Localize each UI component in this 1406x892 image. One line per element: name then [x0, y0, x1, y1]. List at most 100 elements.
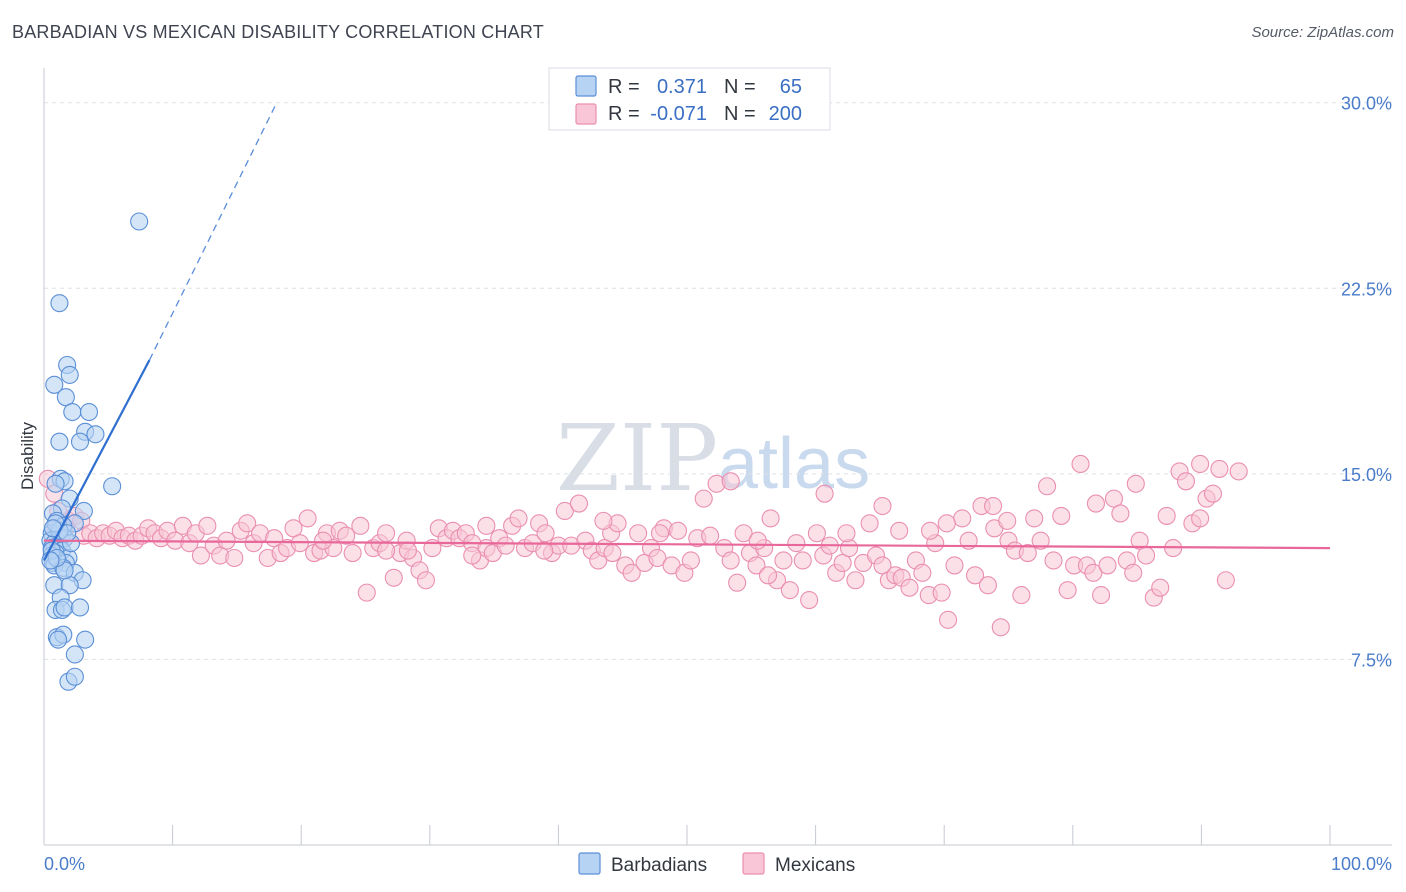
legend-swatch-barbadians	[575, 75, 597, 97]
legend-r-value-2: -0.071	[650, 103, 707, 125]
mexicans-point	[650, 524, 670, 543]
series-label-barbadians: Barbadians	[611, 855, 707, 876]
mexicans-point	[337, 526, 356, 545]
mexicans-point	[1111, 504, 1130, 523]
mexicans-point	[939, 610, 958, 629]
mexicans-point	[377, 524, 396, 543]
mexicans-point	[978, 576, 997, 595]
mexicans-point	[932, 583, 951, 602]
mexicans-point	[603, 543, 622, 563]
barbadians-trend-line	[43, 359, 151, 561]
source-credit: Source: ZipAtlas.com	[1251, 24, 1394, 41]
mexicans-point	[846, 571, 865, 590]
trend-lines	[43, 104, 1331, 561]
mexicans-point	[622, 563, 641, 582]
chart-title: BARBADIAN VS MEXICAN DISABILITY CORRELAT…	[12, 22, 544, 42]
series-legend: Barbadians Mexicans	[578, 852, 855, 876]
barbadians-point	[79, 402, 99, 422]
mexicans-point	[774, 551, 793, 570]
mexicans-point	[536, 524, 555, 543]
barbadians-point	[50, 432, 69, 451]
mexicans-point	[1176, 472, 1196, 491]
legend-r-label-2: R =	[608, 103, 640, 125]
barbadians-point	[70, 598, 90, 617]
mexicans-point	[535, 541, 554, 560]
mexicans-point	[1012, 586, 1031, 605]
barbadians-point	[76, 630, 95, 649]
barbadians-point	[130, 212, 149, 231]
barbadians-point	[65, 667, 84, 686]
mexicans-point	[594, 511, 613, 530]
mexicans-point	[569, 494, 589, 513]
mexicans-point	[477, 516, 496, 535]
mexicans-point	[463, 546, 482, 565]
mexicans-point	[238, 514, 257, 533]
mexicans-point	[747, 556, 766, 575]
mexicans-point	[937, 514, 956, 533]
mexicans-point	[351, 516, 370, 535]
mexicans-point	[761, 509, 780, 528]
watermark-atlas: atlas	[718, 424, 870, 504]
mexicans-point	[509, 509, 528, 528]
barbadians-trend-extension	[148, 104, 277, 361]
mexicans-point	[1058, 581, 1077, 600]
mexicans-point	[1203, 484, 1223, 503]
mexicans-point	[191, 546, 210, 565]
mexicans-point	[1151, 578, 1170, 597]
mexicans-points	[38, 454, 1248, 637]
mexicans-point	[945, 556, 964, 575]
mexicans-point	[416, 571, 435, 590]
barbadians-point	[55, 598, 74, 617]
mexicans-point	[837, 524, 856, 543]
mexicans-point	[1018, 543, 1037, 563]
mexicans-point	[748, 531, 767, 550]
legend-n-value-2: 200	[769, 103, 802, 125]
mexicans-point	[780, 581, 799, 600]
mexicans-point	[734, 524, 753, 543]
legend-n-label-2: N =	[724, 103, 756, 125]
mexicans-point	[1038, 477, 1057, 496]
mexicans-point	[629, 524, 648, 543]
mexicans-point	[1191, 454, 1210, 474]
y-tick-label: 22.5%	[1341, 279, 1392, 299]
barbadians-point	[60, 365, 79, 384]
mexicans-point	[1052, 506, 1071, 525]
axes	[43, 68, 1392, 846]
mexicans-point	[357, 583, 376, 602]
mexicans-point	[496, 536, 515, 555]
mexicans-point	[398, 541, 417, 560]
barbadians-point	[70, 432, 90, 451]
mexicans-point	[1086, 494, 1105, 513]
mexicans-point	[1157, 506, 1176, 525]
mexicans-point	[1084, 563, 1103, 582]
mexicans-point	[890, 521, 909, 540]
mexicans-point	[758, 566, 778, 585]
mexicans-point	[998, 511, 1017, 530]
barbadians-point	[49, 630, 68, 649]
mexicans-point	[1216, 571, 1235, 590]
grid-lines	[44, 102, 1392, 660]
mexicans-point	[377, 541, 396, 560]
mexicans-point	[1031, 531, 1050, 550]
mexicans-point	[873, 496, 892, 516]
barbadians-point	[86, 425, 105, 444]
mexicans-point	[1025, 509, 1044, 528]
legend-n-value-1: 65	[780, 76, 802, 98]
mexicans-point	[694, 489, 713, 508]
mexicans-point	[1191, 509, 1210, 528]
mexicans-point	[728, 573, 747, 592]
legend-n-label-1: N =	[724, 76, 756, 98]
barbadians-point	[103, 477, 122, 496]
mexicans-point	[953, 509, 972, 528]
x-tick-label-min: 0.0%	[44, 854, 85, 874]
mexicans-point	[1044, 551, 1063, 570]
mexicans-point	[1126, 474, 1145, 493]
mexicans-point	[921, 521, 940, 540]
series-swatch-barbadians	[578, 852, 601, 875]
series-label-mexicans: Mexicans	[775, 855, 855, 876]
x-tick-label-max: 100.0%	[1331, 854, 1392, 874]
legend-r-label-1: R =	[608, 76, 640, 98]
mexicans-point	[1092, 586, 1111, 605]
mexicans-point	[298, 509, 317, 528]
mexicans-point	[225, 548, 244, 568]
